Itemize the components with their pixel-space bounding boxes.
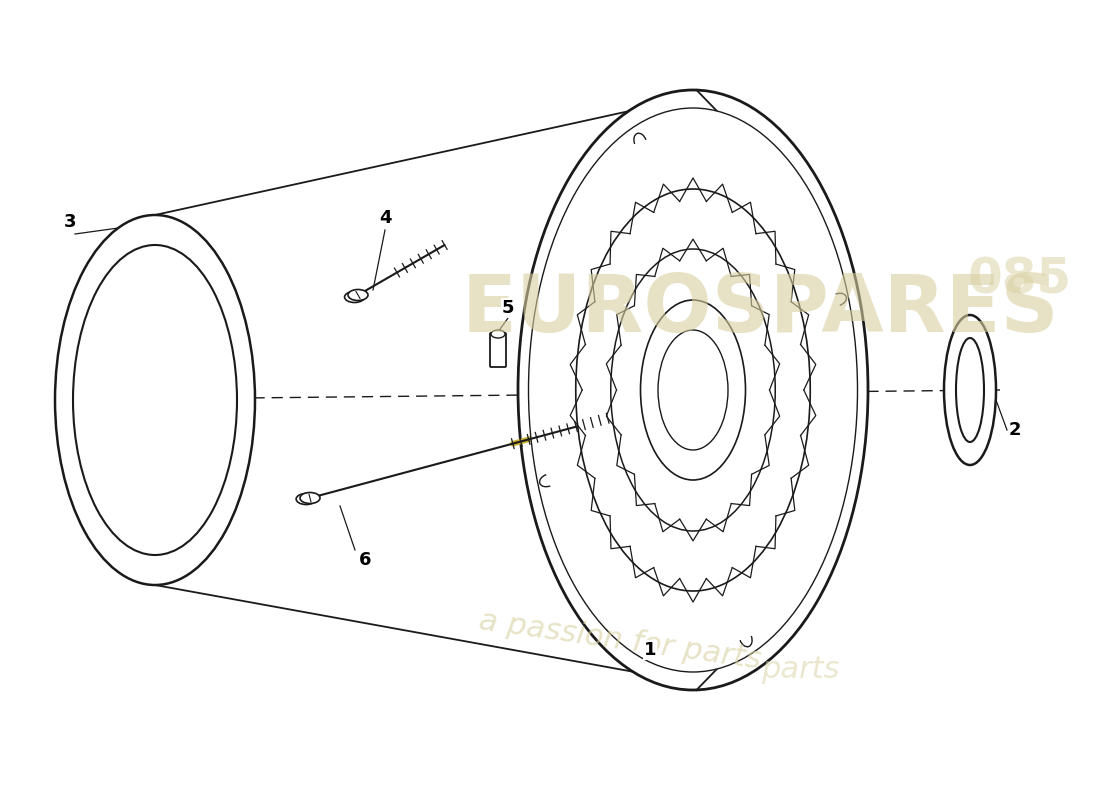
Text: a passion for parts: a passion for parts [477, 606, 763, 674]
Ellipse shape [296, 494, 316, 505]
Ellipse shape [73, 245, 236, 555]
Text: 085: 085 [968, 256, 1072, 304]
Ellipse shape [300, 493, 320, 503]
Text: 4: 4 [378, 209, 392, 227]
Ellipse shape [528, 108, 858, 672]
Text: 2: 2 [1009, 421, 1021, 439]
Ellipse shape [658, 330, 728, 450]
Text: 5: 5 [502, 299, 515, 317]
Ellipse shape [575, 189, 811, 591]
Ellipse shape [344, 291, 364, 302]
Text: 3: 3 [64, 213, 76, 231]
Ellipse shape [732, 144, 767, 636]
Ellipse shape [491, 330, 505, 338]
Ellipse shape [640, 300, 746, 480]
Text: EUROSPARES: EUROSPARES [461, 271, 1059, 349]
Text: 6: 6 [359, 551, 372, 569]
Ellipse shape [944, 315, 996, 465]
Text: parts: parts [761, 655, 839, 685]
Ellipse shape [956, 338, 984, 442]
Ellipse shape [55, 215, 255, 585]
FancyBboxPatch shape [490, 333, 506, 367]
Ellipse shape [610, 249, 775, 531]
Text: 1: 1 [644, 641, 657, 659]
Ellipse shape [518, 90, 868, 690]
Ellipse shape [348, 290, 369, 301]
